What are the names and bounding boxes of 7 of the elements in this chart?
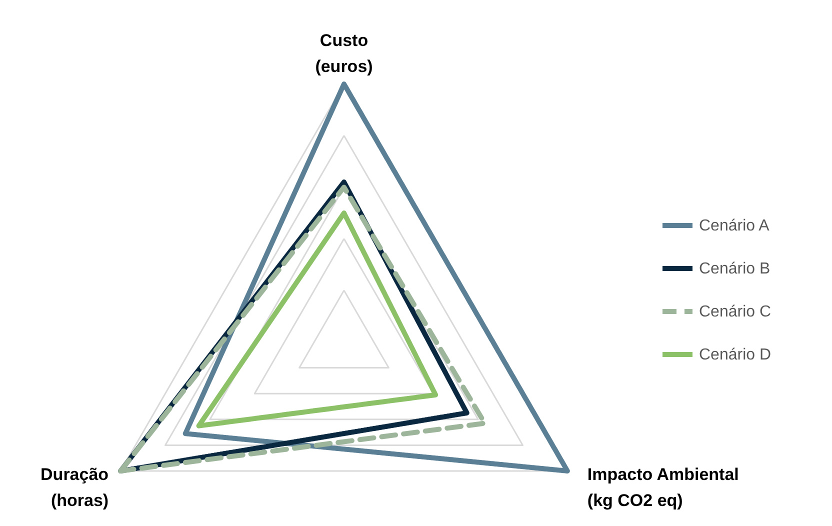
legend-label: Cenário C — [699, 304, 772, 320]
legend-label: Cenário A — [699, 218, 770, 234]
legend-label: Cenário D — [699, 346, 772, 364]
legend-label: Cenário B — [699, 260, 770, 278]
spoke-label: Custo (euros) — [315, 31, 373, 76]
spoke-label: Duração (horas) — [40, 465, 109, 510]
spoke-label: Impacto Ambiental (kg CO2 eq) — [587, 465, 739, 510]
